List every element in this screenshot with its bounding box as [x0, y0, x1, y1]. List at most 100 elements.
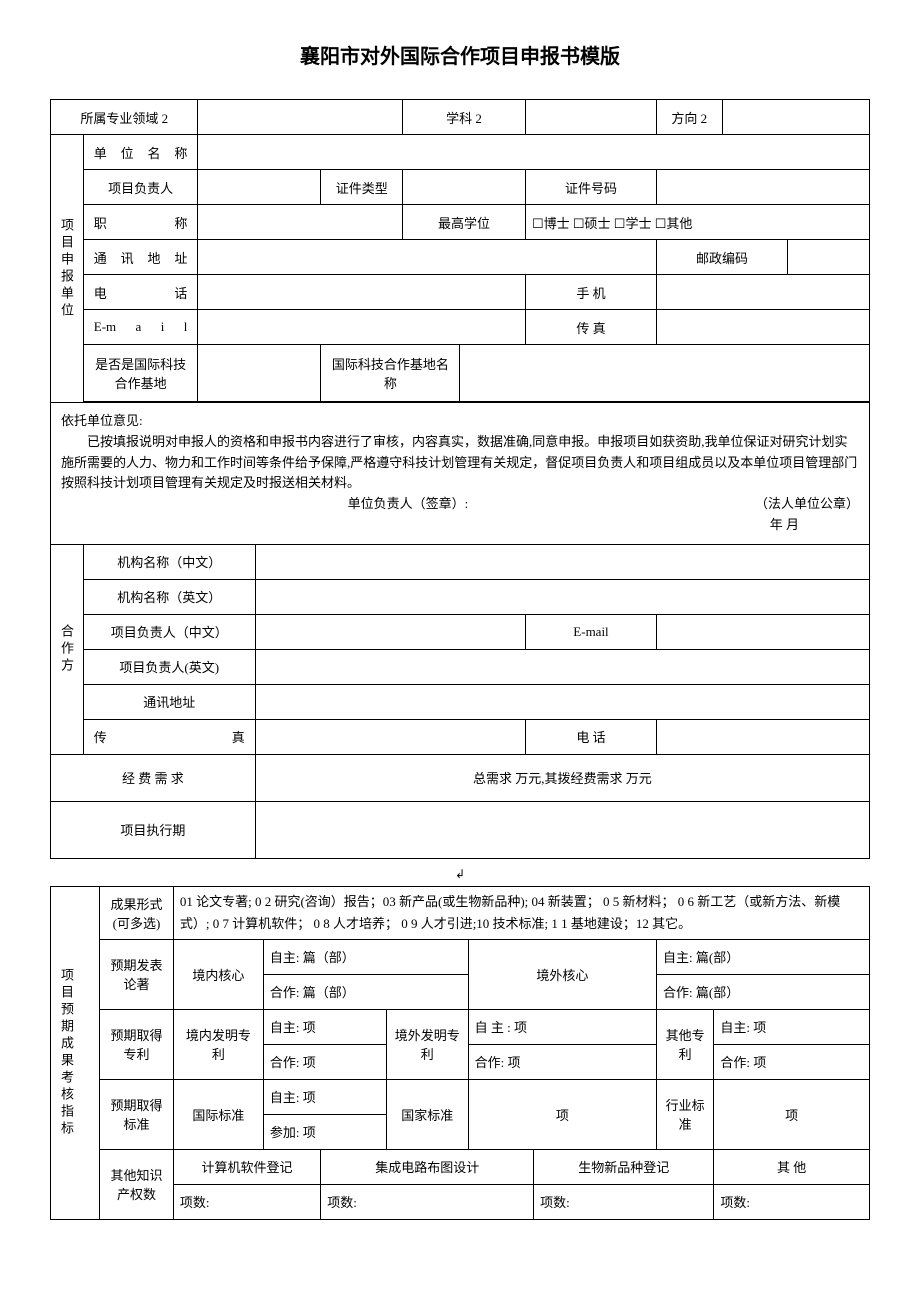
std-ind-label: 行业标准 — [657, 1079, 714, 1149]
pub-label: 预期发表论著 — [100, 939, 174, 1009]
section-divider: ↲ — [50, 867, 870, 882]
partner-fax-value[interactable] — [255, 719, 525, 754]
bio-label: 生物新品种登记 — [534, 1149, 714, 1184]
unit-name-label: 单 位 名 称 — [83, 135, 198, 170]
period-label: 项目执行期 — [51, 801, 256, 858]
software-label: 计算机软件登记 — [173, 1149, 320, 1184]
pub-in-coop[interactable]: 合作: 篇（部） — [263, 974, 468, 1009]
partner-email-label: E-mail — [525, 614, 656, 649]
std-natl-value[interactable]: 项 — [468, 1079, 656, 1149]
patent-other-label: 其他专利 — [657, 1009, 714, 1079]
patent-in-label: 境内发明专利 — [173, 1009, 263, 1079]
address-label: 通 讯 地 址 — [83, 240, 198, 275]
degree-options[interactable]: ☐博士 ☐硕士 ☐学士 ☐其他 — [525, 205, 869, 240]
mobile-value[interactable] — [657, 275, 870, 310]
project-leader-label: 项目负责人 — [83, 170, 198, 205]
phone-label: 电 话 — [83, 275, 198, 310]
base-name-value[interactable] — [460, 345, 870, 402]
other-label: 其 他 — [714, 1149, 870, 1184]
partner-address-value[interactable] — [255, 684, 869, 719]
partner-address-label: 通讯地址 — [83, 684, 255, 719]
patent-other-coop[interactable]: 合作: 项 — [714, 1044, 870, 1079]
pub-in-self[interactable]: 自主: 篇（部） — [263, 939, 468, 974]
period-value[interactable] — [255, 801, 869, 858]
base-name-label: 国际科技合作基地名称 — [321, 345, 460, 402]
address-value[interactable] — [198, 240, 657, 275]
std-intl-self[interactable]: 自主: 项 — [263, 1079, 386, 1114]
leader-cn-value[interactable] — [255, 614, 525, 649]
mobile-label: 手 机 — [525, 275, 656, 310]
opinion-signer: 单位负责人（签章）: — [348, 494, 469, 515]
pub-out-self[interactable]: 自主: 篇(部） — [657, 939, 870, 974]
other-count[interactable]: 项数: — [714, 1184, 870, 1219]
patent-out-label: 境外发明专利 — [386, 1009, 468, 1079]
opinion-date: 年 月 — [61, 515, 859, 536]
email-value[interactable] — [198, 310, 526, 345]
result-form-label: 成果形式 (可多选) — [100, 886, 174, 939]
position-label: 职 称 — [83, 205, 198, 240]
direction2-value[interactable] — [722, 100, 869, 135]
fax-value[interactable] — [657, 310, 870, 345]
field-domain2-value[interactable] — [198, 100, 403, 135]
section1-vlabel: 项目申报单位 — [51, 135, 84, 403]
position-value[interactable] — [198, 205, 403, 240]
id-type-label: 证件类型 — [321, 170, 403, 205]
phone-value[interactable] — [198, 275, 526, 310]
id-number-label: 证件号码 — [525, 170, 656, 205]
patent-out-coop[interactable]: 合作: 项 — [468, 1044, 656, 1079]
project-leader-value[interactable] — [198, 170, 321, 205]
patent-label: 预期取得专利 — [100, 1009, 174, 1079]
ic-label: 集成电路布图设计 — [321, 1149, 534, 1184]
id-number-value[interactable] — [657, 170, 870, 205]
standard-label: 预期取得标准 — [100, 1079, 174, 1149]
zipcode-label: 邮政编码 — [657, 240, 788, 275]
degree-label: 最高学位 — [403, 205, 526, 240]
unit-name-value[interactable] — [198, 135, 870, 170]
partner-fax-label: 传 真 — [83, 719, 255, 754]
leader-cn-label: 项目负责人（中文） — [83, 614, 255, 649]
email-label: E-m a i l — [83, 310, 198, 345]
patent-in-coop[interactable]: 合作: 项 — [263, 1044, 386, 1079]
opinion-cell: 依托单位意见: 已按填报说明对申报人的资格和申报书内容进行了审核，内容真实，数据… — [51, 403, 870, 545]
funding-value[interactable]: 总需求 万元,其拨经费需求 万元 — [255, 754, 869, 801]
software-count[interactable]: 项数: — [173, 1184, 320, 1219]
zipcode-value[interactable] — [788, 240, 870, 275]
opinion-seal: （法人单位公章） — [755, 494, 859, 515]
bio-count[interactable]: 项数: — [534, 1184, 714, 1219]
core-out-label: 境外核心 — [468, 939, 656, 1009]
std-intl-join[interactable]: 参加: 项 — [263, 1114, 386, 1149]
id-type-value[interactable] — [403, 170, 526, 205]
partner-vlabel: 合作方 — [51, 544, 84, 754]
std-intl-label: 国际标准 — [173, 1079, 263, 1149]
other-ip-label: 其他知识产权数 — [100, 1149, 174, 1219]
org-cn-label: 机构名称（中文） — [83, 544, 255, 579]
partner-phone-value[interactable] — [657, 719, 870, 754]
patent-out-self[interactable]: 自 主 : 项 — [468, 1009, 656, 1044]
leader-en-value[interactable] — [255, 649, 869, 684]
std-ind-value[interactable]: 项 — [714, 1079, 870, 1149]
subject2-label: 学科 2 — [403, 100, 526, 135]
core-in-label: 境内核心 — [173, 939, 263, 1009]
opinion-body: 已按填报说明对申报人的资格和申报书内容进行了审核，内容真实，数据准确,同意申报。… — [61, 432, 859, 494]
page-title: 襄阳市对外国际合作项目申报书模版 — [50, 40, 870, 69]
patent-in-self[interactable]: 自主: 项 — [263, 1009, 386, 1044]
subject2-value[interactable] — [525, 100, 656, 135]
partner-email-value[interactable] — [657, 614, 870, 649]
is-base-value[interactable] — [198, 345, 321, 402]
org-en-label: 机构名称（英文） — [83, 579, 255, 614]
pub-out-coop[interactable]: 合作: 篇(部） — [657, 974, 870, 1009]
patent-other-self[interactable]: 自主: 项 — [714, 1009, 870, 1044]
field-domain2-label: 所属专业领域 2 — [51, 100, 198, 135]
std-natl-label: 国家标准 — [386, 1079, 468, 1149]
section1-table: 所属专业领域 2 学科 2 方向 2 项目申报单位 单 位 名 称 项目负责人 … — [50, 99, 870, 859]
indicator-vlabel: 项目预期成果考核指标 — [51, 886, 100, 1219]
org-en-value[interactable] — [255, 579, 869, 614]
funding-label: 经 费 需 求 — [51, 754, 256, 801]
indicator-table: 项目预期成果考核指标 成果形式 (可多选) 01 论文专著; 0 2 研究(咨询… — [50, 886, 870, 1220]
leader-en-label: 项目负责人(英文) — [83, 649, 255, 684]
org-cn-value[interactable] — [255, 544, 869, 579]
partner-phone-label: 电 话 — [525, 719, 656, 754]
ic-count[interactable]: 项数: — [321, 1184, 534, 1219]
result-text: 01 论文专著; 0 2 研究(咨询）报告；03 新产品(或生物新品种); 04… — [173, 886, 869, 939]
is-base-label: 是否是国际科技合作基地 — [83, 345, 198, 402]
